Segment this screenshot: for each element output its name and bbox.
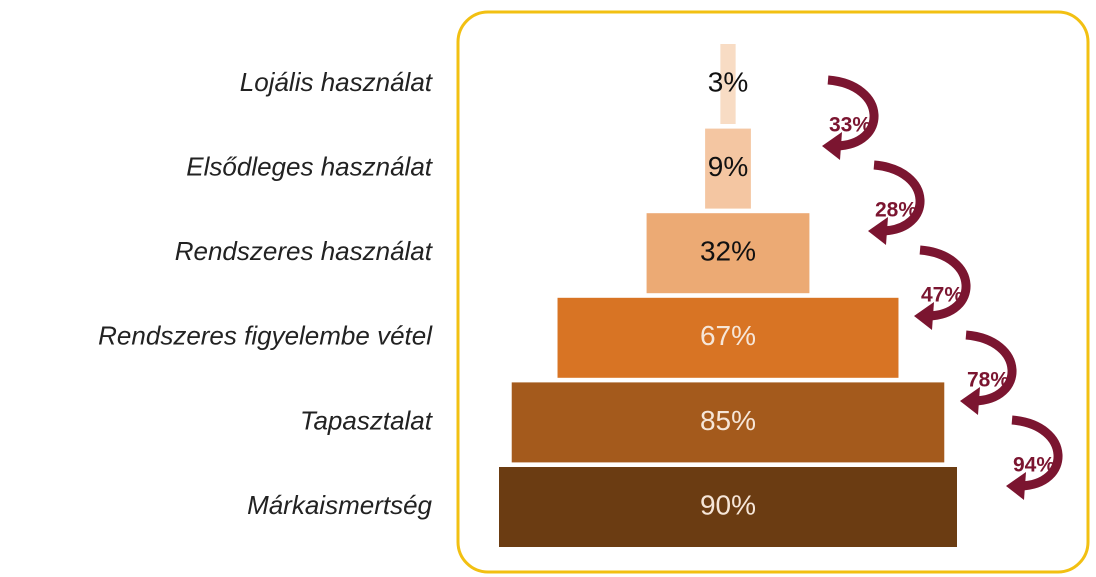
value-label: 32%: [700, 236, 756, 267]
conversion-arrow: [919, 245, 971, 321]
conversion-arrow: [873, 160, 925, 236]
category-label: Márkaismertség: [247, 490, 432, 520]
arrow-head: [868, 217, 888, 245]
conversion-label: 78%: [967, 369, 1009, 392]
value-label: 3%: [708, 66, 748, 97]
funnel-bar: [646, 213, 810, 294]
category-label: Rendszeres használat: [175, 236, 434, 266]
category-label: Elsődleges használat: [186, 151, 433, 181]
category-label: Rendszeres figyelembe vétel: [98, 321, 433, 351]
conversion-label: 28%: [875, 199, 917, 222]
value-label: 9%: [708, 151, 748, 182]
conversion-label: 94%: [1013, 454, 1055, 477]
category-label: Tapasztalat: [300, 405, 434, 435]
frame: [456, 10, 1090, 574]
funnel-bar: [557, 297, 899, 378]
conversion-arrow: [1011, 415, 1063, 491]
conversion-label: 33%: [829, 114, 871, 137]
value-label: 85%: [700, 405, 756, 436]
funnel-bar: [499, 467, 957, 547]
conversion-arrow: [827, 75, 879, 151]
funnel-bar: [705, 128, 751, 209]
funnel-bar: [511, 382, 945, 463]
value-label: 67%: [700, 320, 756, 351]
arrow-head: [822, 132, 842, 160]
arrow-head: [914, 302, 934, 330]
value-label: 90%: [700, 489, 756, 520]
category-label: Lojális használat: [240, 67, 434, 97]
arrow-head: [1006, 472, 1026, 500]
conversion-label: 47%: [921, 284, 963, 307]
funnel-bar: [720, 44, 736, 124]
arrow-head: [960, 387, 980, 415]
conversion-arrow: [965, 330, 1017, 406]
